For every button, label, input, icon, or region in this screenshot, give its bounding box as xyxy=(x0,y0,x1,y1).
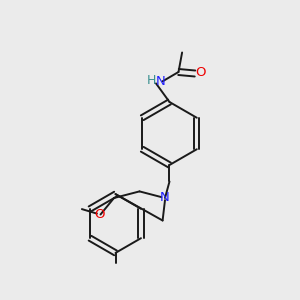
Text: N: N xyxy=(160,191,170,205)
Text: O: O xyxy=(195,66,206,80)
Text: N: N xyxy=(155,75,165,88)
Text: H: H xyxy=(147,74,157,88)
Text: O: O xyxy=(94,208,105,221)
